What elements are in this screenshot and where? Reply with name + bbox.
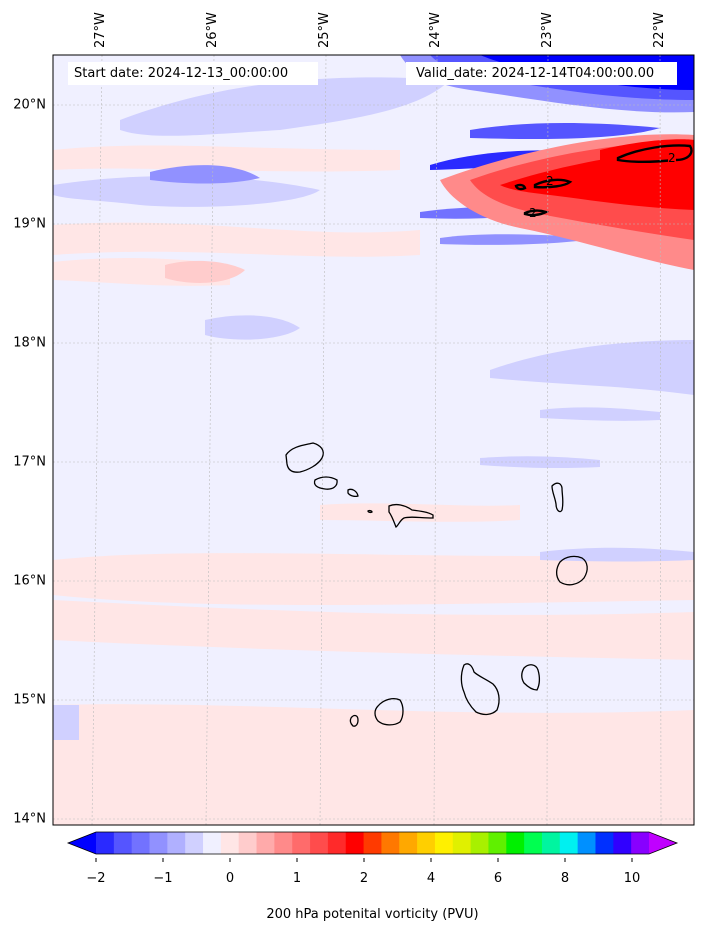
colorbar-segment <box>149 832 168 854</box>
contour-label: 2 <box>668 151 676 165</box>
start-date-label: Start date: 2024-12-13_00:00:00 <box>74 66 289 81</box>
colorbar-segment <box>113 832 133 854</box>
colorbar-segment <box>524 832 543 854</box>
colorbar-segment <box>595 832 614 854</box>
colorbar-segment <box>506 832 525 854</box>
colorbar-segment <box>559 832 579 854</box>
lat-label: 14°N <box>13 811 46 827</box>
colorbar-outline <box>66 831 679 855</box>
colorbar-tick-label: 10 <box>623 871 641 886</box>
valid-date-label: Valid_date: 2024-12-14T04:00:00.00 <box>416 66 655 81</box>
lon-label: 27°W <box>93 12 108 48</box>
lon-label: 24°W <box>428 12 443 48</box>
colorbar-segment <box>327 832 347 854</box>
colorbar-segment <box>310 832 329 854</box>
pv-2-contour <box>514 144 693 217</box>
colorbar-segment <box>274 832 293 854</box>
colorbar-segment <box>381 832 400 854</box>
lat-label: 15°N <box>13 692 46 708</box>
colorbar-segment <box>96 832 115 854</box>
lon-label: 23°W <box>540 12 555 48</box>
colorbar-segment <box>452 832 472 854</box>
start-label-box <box>68 62 318 85</box>
island-outlines <box>285 442 588 727</box>
colorbar-tick-label: 0 <box>225 871 235 886</box>
colorbar-extend-low <box>68 832 96 854</box>
colorbar-tick-label: 6 <box>493 871 503 886</box>
colorbar-tick-label: −1 <box>153 871 173 886</box>
lat-label: 16°N <box>13 573 46 589</box>
colorbar-tick-label: 4 <box>426 871 436 886</box>
pink-pv-area <box>165 260 245 283</box>
colorbar-segment <box>363 832 382 854</box>
colorbar-tick-label: −2 <box>86 871 106 886</box>
lon-label: 26°W <box>205 12 220 48</box>
lat-gridlines <box>53 104 694 820</box>
lat-label: 19°N <box>13 216 46 232</box>
colorbar-segment <box>488 832 507 854</box>
contour-label: 2 <box>546 174 554 188</box>
negative-pv-area <box>53 77 694 740</box>
colorbar-segment <box>577 832 596 854</box>
colorbar-tick-label: 2 <box>359 871 369 886</box>
valid-label-box <box>406 62 677 85</box>
colorbar-segment <box>131 832 151 854</box>
colorbar-segment <box>220 832 240 854</box>
lat-label: 17°N <box>13 454 46 470</box>
colorbar-segment <box>203 832 222 854</box>
colorbar-tick-label: 8 <box>560 871 570 886</box>
colorbar-segment <box>185 832 204 854</box>
colorbar <box>66 831 679 855</box>
colorbar-segment <box>167 832 186 854</box>
colorbar-segment <box>417 832 436 854</box>
contour-label: 2 <box>529 206 537 220</box>
colorbar-segment <box>470 832 489 854</box>
colorbar-segment <box>541 832 561 854</box>
colorbar-segment <box>434 832 454 854</box>
colorbar-ticks <box>95 858 633 862</box>
colorbar-segment <box>238 832 258 854</box>
lon-gridlines <box>91 55 662 825</box>
positive-pv-area <box>53 145 694 825</box>
blue-pv-area <box>150 165 260 184</box>
colorbar-segment <box>292 832 311 854</box>
colorbar-segment <box>345 832 365 854</box>
lat-label: 18°N <box>13 335 46 351</box>
colorbar-segment <box>631 832 650 854</box>
lon-label: 25°W <box>317 12 332 48</box>
colorbar-segment <box>399 832 418 854</box>
strong-positive-pv <box>440 134 694 270</box>
colorbar-segment <box>613 832 632 854</box>
colorbar-segment <box>256 832 275 854</box>
colorbar-title: 200 hPa potenital vorticity (PVU) <box>266 907 479 922</box>
map-frame <box>52 54 695 826</box>
lon-label: 22°W <box>652 12 667 48</box>
colorbar-extend-high <box>649 832 677 854</box>
lat-label: 20°N <box>13 97 46 113</box>
colorbar-tick-label: 1 <box>292 871 302 886</box>
